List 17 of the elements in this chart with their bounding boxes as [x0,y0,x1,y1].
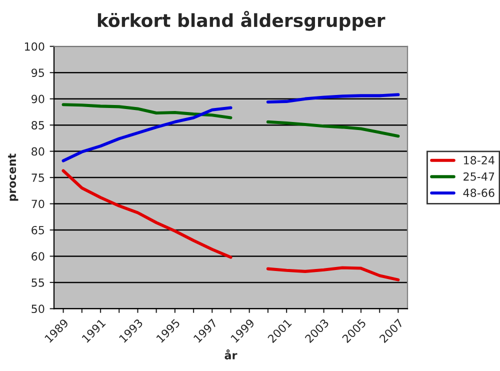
y-tick-label: 60 [32,252,44,261]
legend-label: 18-24 [464,156,494,164]
y-tick-label: 95 [32,68,44,77]
y-tick-label: 85 [32,121,44,130]
x-axis-title: år [224,349,238,360]
legend-label: 48-66 [463,188,494,198]
y-tick-label: 80 [32,147,44,156]
y-tick-label: 90 [32,94,44,104]
y-tick-label: 100 [24,42,44,51]
y-tick-label: 55 [32,278,44,287]
y-tick-label: 75 [32,174,44,182]
y-tick-label: 50 [32,304,44,314]
y-tick-label: 70 [32,200,44,208]
y-axis-title: procent [8,154,18,201]
legend-label: 25-47 [464,172,494,181]
y-tick-label: 65 [32,226,44,234]
chart-title: körkort bland åldersgrupper [98,10,386,31]
